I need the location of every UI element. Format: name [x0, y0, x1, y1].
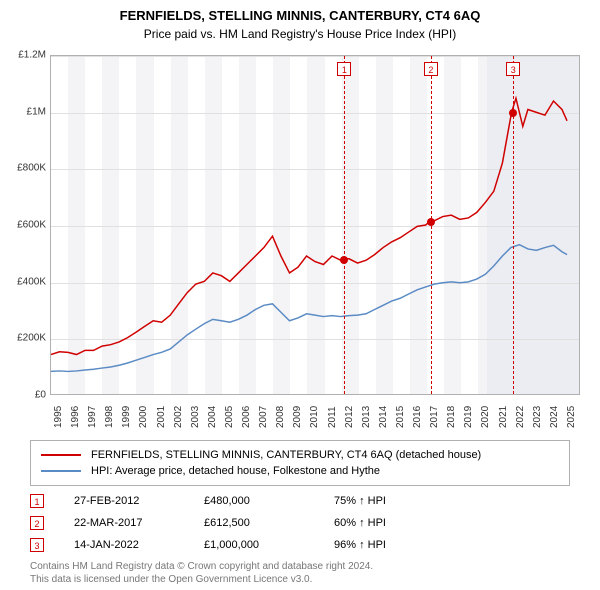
- marker-dot: [509, 109, 517, 117]
- attribution-line: This data is licensed under the Open Gov…: [30, 573, 373, 586]
- marker-label: 3: [506, 62, 520, 76]
- series-property: [51, 98, 567, 354]
- transaction-row: 2 22-MAR-2017 £612,500 60% ↑ HPI: [30, 512, 570, 534]
- x-axis: 1995 1996 1997 1998 1999 2000 2001 2002 2003 2004…: [50, 398, 580, 438]
- marker-line: [344, 56, 345, 394]
- x-tick-label: 2017: [429, 406, 440, 428]
- x-tick-label: 2000: [138, 406, 149, 428]
- legend-swatch: [41, 454, 81, 456]
- x-tick-label: 2010: [309, 406, 320, 428]
- x-tick-label: 2021: [498, 406, 509, 428]
- transaction-date: 22-MAR-2017: [74, 517, 204, 529]
- transaction-row: 3 14-JAN-2022 £1,000,000 96% ↑ HPI: [30, 534, 570, 556]
- transaction-price: £1,000,000: [204, 539, 334, 551]
- x-tick-label: 2003: [190, 406, 201, 428]
- transaction-pct: 96% ↑ HPI: [334, 539, 464, 551]
- x-tick-label: 2008: [275, 406, 286, 428]
- x-tick-label: 1998: [104, 406, 115, 428]
- x-tick-label: 2015: [395, 406, 406, 428]
- transaction-pct: 75% ↑ HPI: [334, 495, 464, 507]
- transaction-table: 1 27-FEB-2012 £480,000 75% ↑ HPI 2 22-MA…: [30, 490, 570, 556]
- legend-label: HPI: Average price, detached house, Folk…: [91, 465, 380, 477]
- y-tick-label: £1.2M: [6, 50, 46, 61]
- x-tick-label: 1996: [70, 406, 81, 428]
- chart-title: FERNFIELDS, STELLING MINNIS, CANTERBURY,…: [0, 0, 600, 23]
- x-tick-label: 2016: [412, 406, 423, 428]
- x-tick-label: 2020: [480, 406, 491, 428]
- y-tick-label: £800K: [6, 163, 46, 174]
- x-tick-label: 2011: [327, 406, 338, 428]
- x-tick-label: 2019: [463, 406, 474, 428]
- legend-item: HPI: Average price, detached house, Folk…: [41, 463, 559, 479]
- x-tick-label: 2023: [532, 406, 543, 428]
- y-tick-label: £200K: [6, 333, 46, 344]
- chart-subtitle: Price paid vs. HM Land Registry's House …: [0, 23, 600, 49]
- x-tick-label: 1997: [87, 406, 98, 428]
- y-tick-label: £600K: [6, 220, 46, 231]
- x-tick-label: 2004: [207, 406, 218, 428]
- x-tick-label: 2007: [258, 406, 269, 428]
- x-tick-label: 2012: [344, 406, 355, 428]
- transaction-date: 27-FEB-2012: [74, 495, 204, 507]
- legend-swatch: [41, 470, 81, 472]
- transaction-pct: 60% ↑ HPI: [334, 517, 464, 529]
- x-tick-label: 2014: [378, 406, 389, 428]
- legend-item: FERNFIELDS, STELLING MINNIS, CANTERBURY,…: [41, 447, 559, 463]
- transaction-marker: 3: [30, 538, 44, 552]
- transaction-price: £612,500: [204, 517, 334, 529]
- x-tick-label: 2024: [549, 406, 560, 428]
- attribution: Contains HM Land Registry data © Crown c…: [30, 560, 373, 586]
- transaction-row: 1 27-FEB-2012 £480,000 75% ↑ HPI: [30, 490, 570, 512]
- legend-label: FERNFIELDS, STELLING MINNIS, CANTERBURY,…: [91, 449, 481, 461]
- x-tick-label: 1999: [121, 406, 132, 428]
- x-tick-label: 2006: [241, 406, 252, 428]
- x-tick-label: 2025: [566, 406, 577, 428]
- y-tick-label: £1M: [6, 106, 46, 117]
- legend: FERNFIELDS, STELLING MINNIS, CANTERBURY,…: [30, 440, 570, 486]
- marker-dot: [427, 218, 435, 226]
- series-hpi: [51, 245, 567, 372]
- marker-label: 2: [424, 62, 438, 76]
- x-tick-label: 2018: [446, 406, 457, 428]
- plot-area: 1 2 3: [50, 55, 580, 395]
- x-tick-label: 1995: [53, 406, 64, 428]
- transaction-marker: 2: [30, 516, 44, 530]
- marker-label: 1: [337, 62, 351, 76]
- y-tick-label: £400K: [6, 276, 46, 287]
- x-tick-label: 2022: [515, 406, 526, 428]
- marker-dot: [340, 256, 348, 264]
- y-tick-label: £0: [6, 390, 46, 401]
- transaction-date: 14-JAN-2022: [74, 539, 204, 551]
- x-tick-label: 2005: [224, 406, 235, 428]
- x-tick-label: 2009: [292, 406, 303, 428]
- marker-line: [513, 56, 514, 394]
- attribution-line: Contains HM Land Registry data © Crown c…: [30, 560, 373, 573]
- x-tick-label: 2002: [173, 406, 184, 428]
- chart-container: FERNFIELDS, STELLING MINNIS, CANTERBURY,…: [0, 0, 600, 590]
- x-tick-label: 2013: [361, 406, 372, 428]
- transaction-marker: 1: [30, 494, 44, 508]
- line-svg: [51, 56, 579, 394]
- transaction-price: £480,000: [204, 495, 334, 507]
- x-tick-label: 2001: [156, 406, 167, 428]
